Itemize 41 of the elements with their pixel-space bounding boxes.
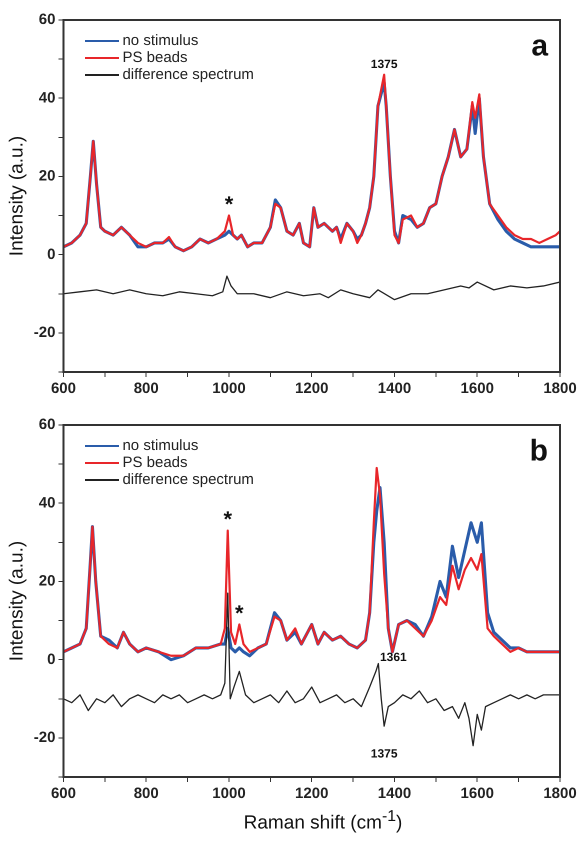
annotation: * xyxy=(224,192,234,217)
x-tick-label: 1200 xyxy=(295,380,328,398)
y-axis-title: Intensity (a.u.) xyxy=(6,540,28,662)
x-tick-label: 1800 xyxy=(543,380,577,398)
annotation: 1375 xyxy=(370,746,398,760)
legend-label: difference spectrum xyxy=(122,66,254,83)
legend-label: difference spectrum xyxy=(122,471,254,488)
legend-label: no stimulus xyxy=(122,32,198,49)
y-axis-title: Intensity (a.u.) xyxy=(6,136,28,256)
x-tick-label: 600 xyxy=(50,380,76,398)
x-tick-label: 1200 xyxy=(295,785,328,802)
y-tick-label: 60 xyxy=(38,11,56,28)
y-tick-label: 20 xyxy=(38,168,56,185)
x-tick-label: 1000 xyxy=(212,785,246,802)
annotation: b xyxy=(530,434,548,468)
x-tick-label: 800 xyxy=(134,785,159,802)
annotation: 1375 xyxy=(370,57,398,72)
x-tick-label: 600 xyxy=(50,785,76,802)
x-axis-title: Raman shift (cm$^{-1}$) xyxy=(242,808,404,834)
annotation: * xyxy=(235,600,244,626)
annotation: * xyxy=(223,506,232,532)
x-tick-label: 1800 xyxy=(543,785,577,802)
x-tick-label: 1600 xyxy=(460,785,494,802)
x-tick-label: 1000 xyxy=(212,380,246,398)
y-tick-label: 40 xyxy=(38,89,56,106)
legend-label: no stimulus xyxy=(122,437,198,454)
x-tick-label: 800 xyxy=(134,380,159,398)
annotation: a xyxy=(531,29,548,62)
y-tick-label: -20 xyxy=(34,324,56,342)
y-tick-label: 20 xyxy=(38,572,56,590)
x-tick-label: 1400 xyxy=(378,785,412,802)
y-tick-label: 0 xyxy=(47,650,56,668)
y-tick-label: 40 xyxy=(38,494,56,512)
legend-label: PS beads xyxy=(122,454,188,471)
y-tick-label: -20 xyxy=(34,729,56,746)
y-tick-label: 60 xyxy=(38,416,56,434)
x-tick-label: 1400 xyxy=(378,380,412,398)
y-tick-label: 0 xyxy=(47,246,56,263)
x-tick-label: 1600 xyxy=(460,380,494,398)
legend-label: PS beads xyxy=(122,49,188,66)
annotation: 1361 xyxy=(380,650,408,664)
